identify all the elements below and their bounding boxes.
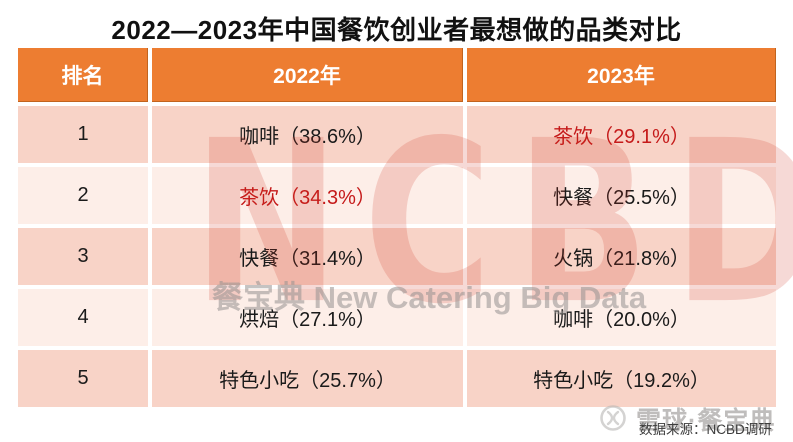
header-rank: 排名 xyxy=(18,48,148,102)
category-cell-2023: 快餐（25.5%） xyxy=(467,167,776,224)
comparison-table: 排名 2022年 2023年 1 咖啡（38.6%） 茶饮（29.1%） 2 茶… xyxy=(18,48,776,407)
page-title: 2022—2023年中国餐饮创业者最想做的品类对比 xyxy=(111,15,682,45)
category-cell-2022: 快餐（31.4%） xyxy=(152,228,463,285)
xueqiu-logo-icon xyxy=(600,405,626,431)
category-cell-2023: 特色小吃（19.2%） xyxy=(467,350,776,407)
rank-cell: 2 xyxy=(18,167,148,224)
category-cell-2022: 烘焙（27.1%） xyxy=(152,289,463,346)
data-source-note: 数据来源：NCBD调研 xyxy=(639,422,772,437)
category-cell-2023: 咖啡（20.0%） xyxy=(467,289,776,346)
header-2022: 2022年 xyxy=(152,48,463,102)
category-cell-2023: 火锅（21.8%） xyxy=(467,228,776,285)
rank-cell: 3 xyxy=(18,228,148,285)
rank-cell: 1 xyxy=(18,106,148,163)
category-cell-2022: 咖啡（38.6%） xyxy=(152,106,463,163)
category-cell-2022: 特色小吃（25.7%） xyxy=(152,350,463,407)
header-2023: 2023年 xyxy=(467,48,776,102)
rank-cell: 4 xyxy=(18,289,148,346)
rank-cell: 5 xyxy=(18,350,148,407)
category-cell-2023: 茶饮（29.1%） xyxy=(467,106,776,163)
category-cell-2022: 茶饮（34.3%） xyxy=(152,167,463,224)
